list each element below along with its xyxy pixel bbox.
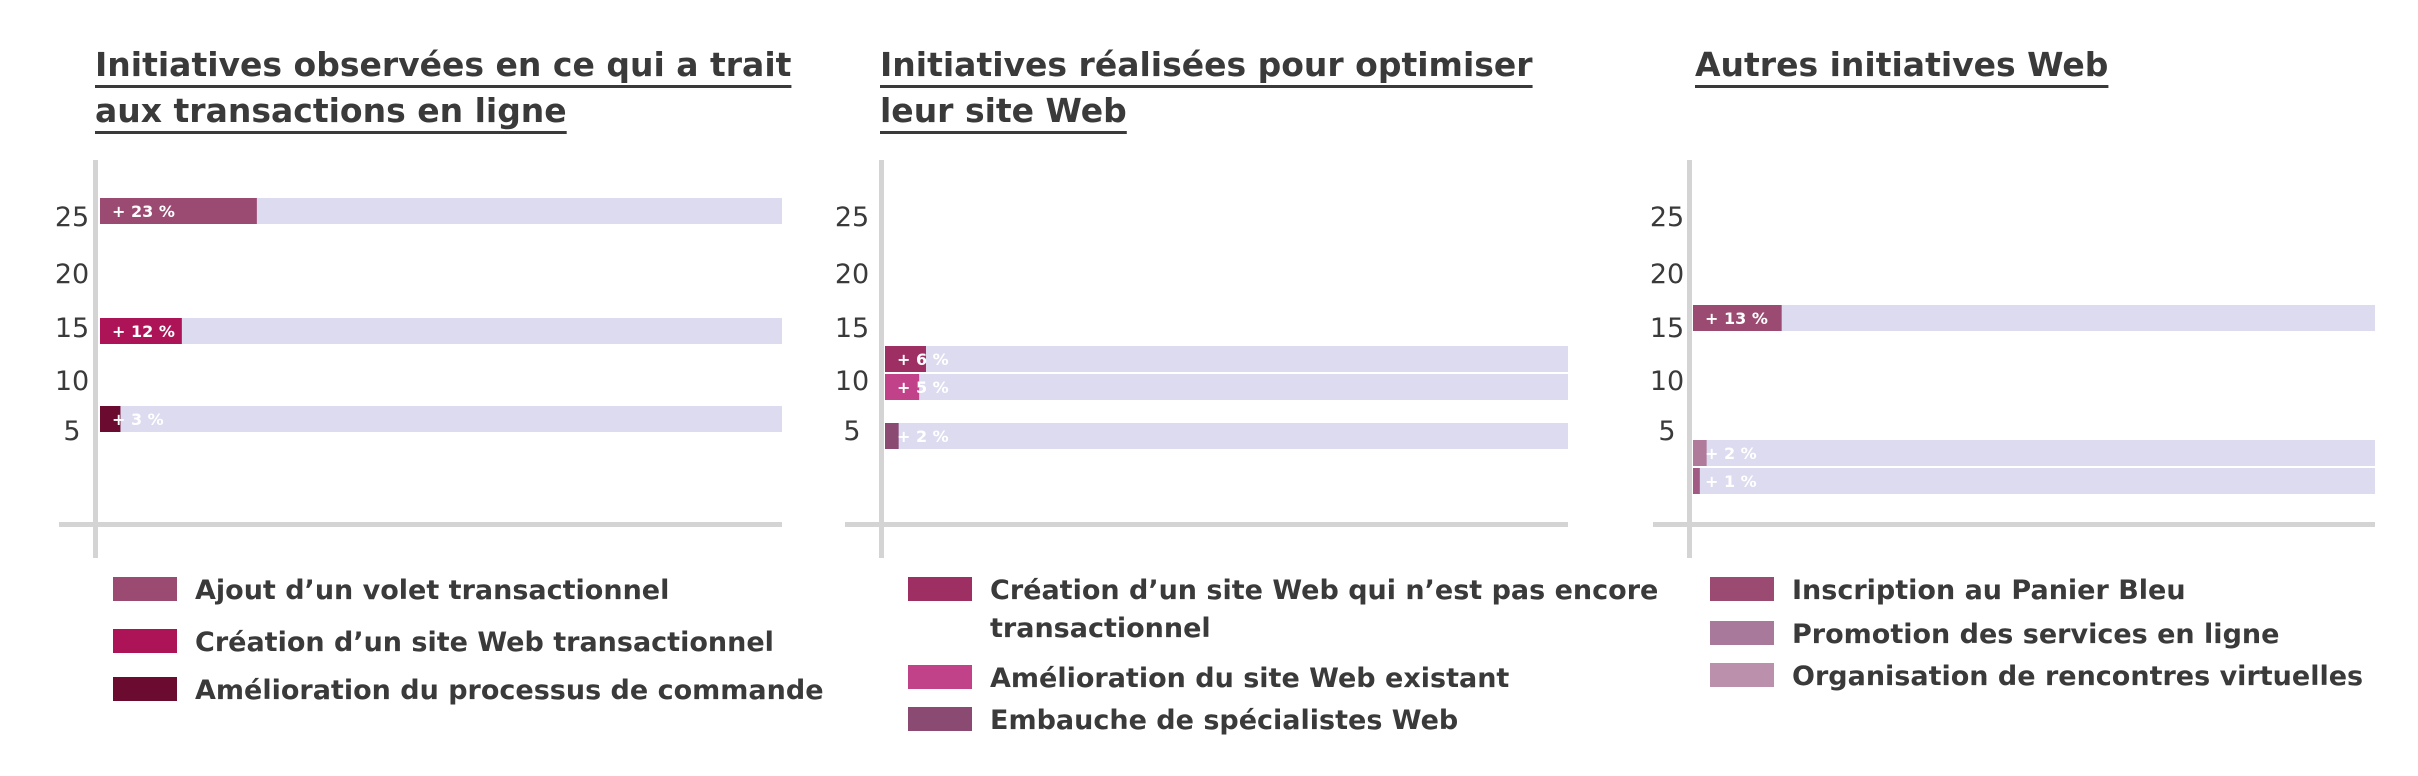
legend-label: Amélioration du site Web existant bbox=[990, 660, 1509, 698]
legend-label: Amélioration du processus de commande bbox=[195, 672, 824, 710]
bar bbox=[1693, 468, 1700, 494]
legend-label-line: transactionnel bbox=[990, 613, 1211, 644]
bar bbox=[885, 374, 920, 400]
y-tick-label: 25 bbox=[1650, 202, 1684, 233]
y-tick-label: 5 bbox=[63, 416, 80, 447]
chart-title: Autres initiatives Web bbox=[1695, 42, 2108, 88]
legend-swatch bbox=[113, 629, 177, 653]
bar bbox=[885, 423, 899, 449]
legend-item: Création d’un site Web qui n’est pas enc… bbox=[908, 572, 1658, 648]
y-tick-label: 10 bbox=[55, 366, 89, 397]
bar-track bbox=[100, 318, 782, 344]
x-axis-line bbox=[1653, 522, 2375, 527]
y-tick-label: 5 bbox=[843, 416, 860, 447]
bar-value-label: + 1 % bbox=[1705, 472, 1757, 491]
legend-label: Ajout d’un volet transactionnel bbox=[195, 572, 669, 610]
legend-label-line: Création d’un site Web qui n’est pas enc… bbox=[990, 575, 1659, 606]
bar bbox=[100, 198, 257, 224]
chart-title-line-2: leur site Web bbox=[880, 91, 1127, 130]
bar bbox=[885, 346, 926, 372]
legend-swatch bbox=[1710, 577, 1774, 601]
y-tick-label: 25 bbox=[55, 202, 89, 233]
bar-track bbox=[885, 374, 1568, 400]
y-tick-label: 15 bbox=[835, 313, 869, 344]
legend-label: Création d’un site Web transactionnel bbox=[195, 624, 774, 662]
legend-swatch bbox=[908, 665, 972, 689]
bar-value-label: + 23 % bbox=[112, 202, 175, 221]
legend-swatch bbox=[908, 707, 972, 731]
x-axis-line bbox=[845, 522, 1568, 527]
y-tick-label: 15 bbox=[55, 313, 89, 344]
y-tick-label: 25 bbox=[835, 202, 869, 233]
bar-value-label: + 3 % bbox=[112, 410, 164, 429]
legend-label-line: Inscription au Panier Bleu bbox=[1792, 575, 2186, 606]
legend-label: Création d’un site Web qui n’est pas enc… bbox=[990, 572, 1658, 648]
y-axis-line bbox=[879, 160, 884, 558]
y-tick-label: 20 bbox=[1650, 259, 1684, 290]
legend-label-line: Création d’un site Web transactionnel bbox=[195, 627, 774, 658]
bar-value-label: + 13 % bbox=[1705, 309, 1768, 328]
y-tick-label: 10 bbox=[835, 366, 869, 397]
bar bbox=[1693, 440, 1707, 466]
chart-title: Initiatives réalisées pour optimiser leu… bbox=[880, 42, 1533, 134]
y-axis-line bbox=[93, 160, 98, 558]
bar bbox=[100, 318, 182, 344]
legend-label: Inscription au Panier Bleu bbox=[1792, 572, 2186, 610]
y-axis-line bbox=[1687, 160, 1692, 558]
bar-track bbox=[885, 423, 1568, 449]
legend-item: Organisation de rencontres virtuelles bbox=[1710, 658, 2363, 696]
x-axis-line bbox=[59, 522, 782, 527]
legend-item: Promotion des services en ligne bbox=[1710, 616, 2279, 654]
legend-item: Embauche de spécialistes Web bbox=[908, 702, 1458, 740]
bar-track bbox=[100, 406, 782, 432]
bar-track bbox=[1693, 440, 2375, 466]
chart-title-line-1: Initiatives réalisées pour optimiser bbox=[880, 45, 1533, 84]
y-tick-label: 20 bbox=[835, 259, 869, 290]
legend-swatch bbox=[1710, 621, 1774, 645]
bar-value-label: + 5 % bbox=[897, 378, 949, 397]
chart-panel-other-initiatives: Autres initiatives Web bbox=[1695, 0, 2395, 776]
legend-label: Embauche de spécialistes Web bbox=[990, 702, 1458, 740]
y-tick-label: 10 bbox=[1650, 366, 1684, 397]
bar bbox=[100, 406, 121, 432]
legend-item: Ajout d’un volet transactionnel bbox=[113, 572, 669, 610]
bar bbox=[1693, 305, 1782, 331]
legend-label-line: Organisation de rencontres virtuelles bbox=[1792, 661, 2364, 692]
chart-title: Initiatives observées en ce qui a trait … bbox=[95, 42, 791, 134]
y-tick-label: 20 bbox=[55, 259, 89, 290]
bar-value-label: + 6 % bbox=[897, 350, 949, 369]
legend-swatch bbox=[1710, 663, 1774, 687]
chart-title-line-2: aux transactions en ligne bbox=[95, 91, 567, 130]
chart-title-line-1: Autres initiatives Web bbox=[1695, 45, 2109, 84]
chart-panel-transactions: Initiatives observées en ce qui a trait … bbox=[95, 0, 815, 776]
legend-item: Amélioration du site Web existant bbox=[908, 660, 1509, 698]
bar-track bbox=[1693, 305, 2375, 331]
legend-label-line: Promotion des services en ligne bbox=[1792, 619, 2280, 650]
legend-label: Promotion des services en ligne bbox=[1792, 616, 2279, 654]
bar-value-label: + 2 % bbox=[1705, 444, 1757, 463]
legend-label: Organisation de rencontres virtuelles bbox=[1792, 658, 2363, 696]
legend-item: Création d’un site Web transactionnel bbox=[113, 624, 774, 662]
legend-label-line: Ajout d’un volet transactionnel bbox=[195, 575, 670, 606]
y-tick-label: 5 bbox=[1658, 416, 1675, 447]
legend-label-line: Embauche de spécialistes Web bbox=[990, 705, 1459, 736]
y-tick-label: 15 bbox=[1650, 313, 1684, 344]
bar-value-label: + 2 % bbox=[897, 427, 949, 446]
legend-item: Inscription au Panier Bleu bbox=[1710, 572, 2186, 610]
chart-title-line-1: Initiatives observées en ce qui a trait bbox=[95, 45, 792, 84]
legend-item: Amélioration du processus de commande bbox=[113, 672, 824, 710]
chart-panel-site-optimisation: Initiatives réalisées pour optimiser leu… bbox=[880, 0, 1640, 776]
legend-swatch bbox=[908, 577, 972, 601]
legend-label-line: Amélioration du processus de commande bbox=[195, 675, 824, 706]
legend-label-line: Amélioration du site Web existant bbox=[990, 663, 1510, 694]
bar-track bbox=[1693, 468, 2375, 494]
bar-value-label: + 12 % bbox=[112, 322, 175, 341]
legend-swatch bbox=[113, 677, 177, 701]
bar-track bbox=[885, 346, 1568, 372]
legend-swatch bbox=[113, 577, 177, 601]
